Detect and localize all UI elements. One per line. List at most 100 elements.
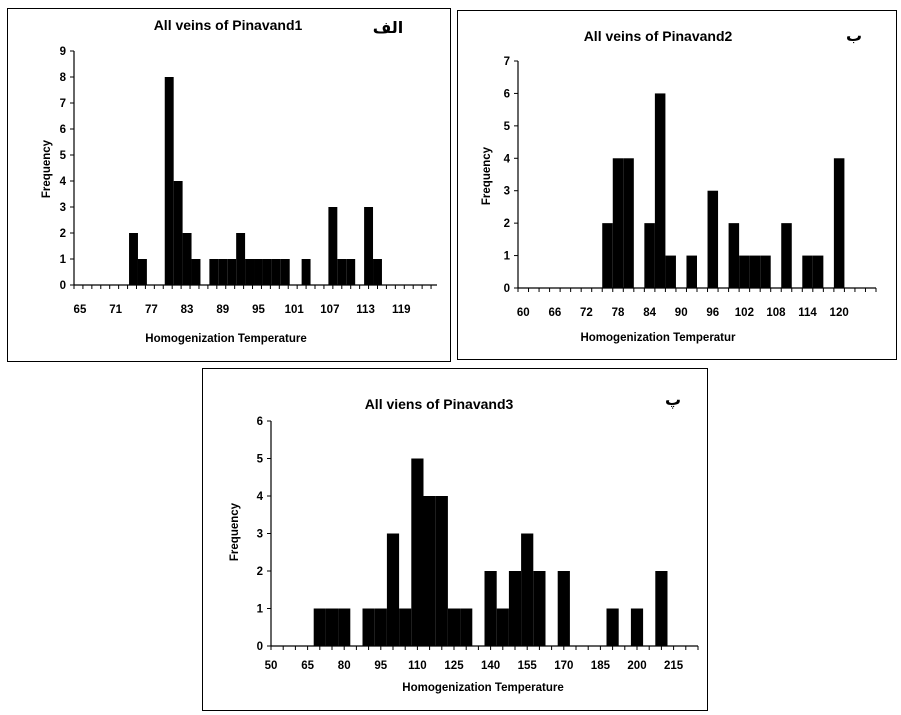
histogram-bar: [191, 259, 201, 285]
y-tick-label: 7: [60, 98, 66, 110]
y-tick-label: 2: [504, 218, 510, 230]
x-axis-label: Homogenization Temperature: [402, 682, 563, 694]
histogram-bar: [728, 223, 740, 288]
x-tick-label: 119: [392, 304, 411, 316]
x-tick-label: 65: [301, 660, 314, 672]
x-tick-label: 215: [664, 660, 684, 672]
histogram-bar: [612, 158, 624, 288]
y-tick-label: 3: [60, 202, 66, 214]
panel-tag: الف: [373, 18, 404, 37]
x-tick-label: 84: [643, 307, 656, 319]
histogram-bar: [271, 259, 281, 285]
histogram-bar: [707, 190, 719, 288]
y-tick-label: 2: [257, 566, 263, 578]
histogram-bar: [655, 571, 668, 646]
x-tick-label: 96: [706, 307, 719, 319]
histogram-bar: [254, 259, 263, 285]
y-tick-label: 0: [504, 283, 510, 295]
histogram-panel-pinavand3: All viens of Pinavand3 پ Homogenization Te…: [202, 368, 708, 711]
histogram-bar: [373, 259, 382, 285]
chart-pinavand3: All viens of Pinavand3 پ Homogenization Te…: [229, 390, 699, 694]
x-tick-label: 50: [265, 660, 278, 672]
histogram-bar: [129, 233, 138, 285]
x-tick-label: 77: [145, 304, 158, 316]
x-tick-label: 65: [74, 304, 87, 316]
y-tick-label: 4: [504, 153, 511, 165]
y-tick-label: 9: [60, 46, 66, 58]
x-tick-label: 60: [517, 307, 530, 319]
x-tick-label: 120: [830, 307, 849, 319]
histogram-bar: [337, 259, 347, 285]
x-tick-label: 170: [554, 660, 573, 672]
y-tick-label: 3: [257, 529, 263, 541]
histogram-bar: [781, 223, 792, 288]
histogram-bar: [182, 233, 192, 285]
x-tick-label: 101: [285, 304, 305, 316]
x-tick-label: 78: [612, 307, 625, 319]
x-tick-label: 200: [627, 660, 646, 672]
histogram-bar: [236, 233, 246, 285]
histogram-bar: [630, 608, 644, 646]
histogram-bar: [423, 496, 436, 646]
histogram-bar: [325, 608, 339, 646]
histogram-bar: [362, 608, 375, 646]
histogram-bar: [802, 255, 813, 288]
y-tick-label: 2: [60, 228, 66, 240]
histogram-bar: [399, 608, 412, 646]
histogram-bar: [812, 255, 824, 288]
y-axis-label: Frequency: [481, 146, 493, 205]
chart-title: All viens of Pinavand3: [365, 396, 514, 412]
y-axis-label: Frequency: [41, 139, 53, 198]
histogram-bar: [623, 158, 634, 288]
histogram-bar: [328, 207, 338, 285]
histogram-bar: [346, 259, 356, 285]
x-tick-label: 89: [216, 304, 229, 316]
histogram-bar: [521, 533, 534, 646]
histogram-bar: [460, 608, 473, 646]
histogram-bar: [386, 533, 400, 646]
chart-pinavand1: All veins of Pinavand1 الف Homogenization …: [41, 17, 437, 345]
histogram-bar: [435, 496, 448, 646]
y-tick-label: 4: [257, 491, 264, 503]
histogram-bar: [606, 608, 619, 646]
histogram-bar: [749, 255, 761, 288]
y-tick-label: 8: [60, 72, 67, 84]
histogram-bar: [173, 181, 183, 285]
histogram-bar: [484, 571, 497, 646]
y-tick-label: 0: [60, 280, 66, 292]
histogram-bar: [760, 255, 771, 288]
y-tick-label: 6: [504, 88, 510, 100]
x-tick-label: 108: [766, 307, 786, 319]
histogram-bar: [557, 571, 570, 646]
histogram-bar: [218, 259, 228, 285]
x-tick-label: 113: [356, 304, 375, 316]
x-tick-label: 140: [481, 660, 500, 672]
histogram-bar: [227, 259, 237, 285]
panel-tag: پ: [665, 390, 681, 410]
x-tick-label: 185: [591, 660, 611, 672]
x-tick-label: 95: [252, 304, 265, 316]
histogram-bar: [301, 259, 311, 285]
x-tick-label: 72: [580, 307, 593, 319]
histogram-bar: [833, 158, 845, 288]
y-tick-label: 0: [257, 641, 263, 653]
histogram-bar: [508, 571, 522, 646]
histogram-bar: [602, 223, 613, 288]
panel-tag: ب: [846, 26, 862, 45]
x-axis-label: Homogenization Temperatur: [580, 332, 736, 344]
x-tick-label: 95: [374, 660, 387, 672]
x-axis-label: Homogenization Temperature: [145, 333, 306, 345]
histogram-bar: [280, 259, 290, 285]
histogram-bar: [245, 259, 255, 285]
x-tick-label: 102: [735, 307, 754, 319]
y-tick-label: 5: [257, 454, 264, 466]
histogram-bar: [164, 77, 174, 285]
x-tick-label: 66: [548, 307, 561, 319]
histogram-bar: [739, 255, 750, 288]
histogram-bar: [262, 259, 272, 285]
y-tick-label: 5: [504, 121, 511, 133]
y-tick-label: 6: [257, 416, 263, 428]
histogram-bar: [533, 571, 546, 646]
histogram-bar: [654, 93, 666, 288]
x-tick-label: 80: [338, 660, 351, 672]
